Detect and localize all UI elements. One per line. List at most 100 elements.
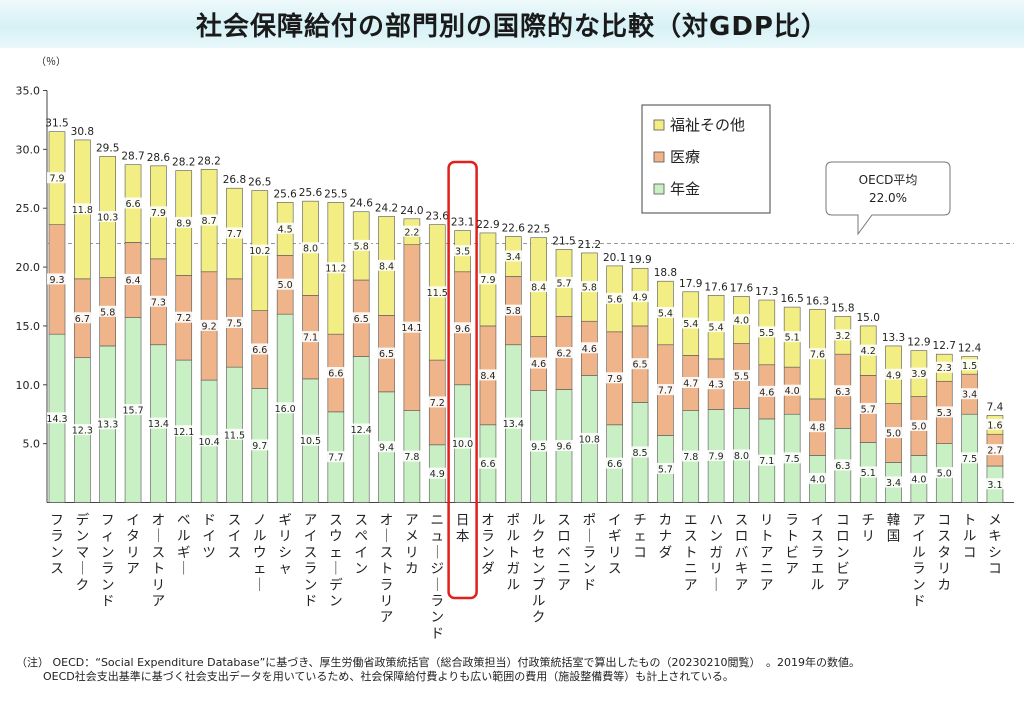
category-label-char: ン <box>304 577 318 593</box>
category-label-char: ポ <box>507 513 521 529</box>
total-label: 17.6 <box>704 281 728 293</box>
data-label-bg <box>782 331 803 343</box>
category-label-char: ス <box>50 561 64 577</box>
data-label-welfare: 11.2 <box>325 264 346 275</box>
data-label-bg <box>706 450 727 462</box>
data-label-medical: 5.8 <box>506 306 521 317</box>
category-label-char: ン <box>583 561 597 577</box>
data-label-bg <box>756 326 777 338</box>
category-label-char: ｜ <box>583 529 597 545</box>
category-label-char: ア <box>380 610 394 626</box>
data-label-pension: 6.6 <box>480 459 495 470</box>
data-label-pension: 14.3 <box>46 414 67 425</box>
total-label: 17.6 <box>730 283 754 295</box>
data-label-bg <box>401 450 422 462</box>
data-label-bg <box>908 472 929 484</box>
data-label-medical: 4.8 <box>810 423 825 434</box>
data-label-medical: 5.0 <box>278 280 293 291</box>
data-label-welfare: 7.9 <box>49 174 64 185</box>
category-label-char: ク <box>532 529 546 545</box>
data-label-welfare: 11.8 <box>72 205 93 216</box>
category-label: ニュ｜ジ｜ランド <box>431 513 445 642</box>
category-label-char: タ <box>126 529 140 545</box>
data-label-bg <box>503 250 524 262</box>
data-label-bg <box>579 432 600 444</box>
data-label-welfare: 5.1 <box>785 333 800 344</box>
data-label-medical: 2.7 <box>987 446 1002 457</box>
legend-swatch-welfare <box>653 119 665 131</box>
data-label-bg <box>959 388 980 400</box>
category-label-char: ペ <box>354 529 368 545</box>
category-label-char: カ <box>938 577 952 593</box>
category-label-char: ン <box>532 561 546 577</box>
category-label-char: ン <box>481 545 495 561</box>
category-label-char: ア <box>304 513 318 529</box>
category-label-char: ス <box>735 513 749 529</box>
data-label-bg <box>832 385 853 397</box>
data-label-bg <box>782 384 803 396</box>
data-label-pension: 16.0 <box>275 404 296 415</box>
category-label-char: オ <box>152 513 166 529</box>
data-label-medical: 5.3 <box>937 408 952 419</box>
category-label-char: ド <box>431 626 445 642</box>
data-label-bg <box>427 467 448 479</box>
data-label-bg <box>503 417 524 429</box>
y-tick-label: 15.0 <box>16 320 41 333</box>
category-label-char: ニ <box>557 561 571 577</box>
data-label-bg <box>72 312 93 324</box>
y-tick-label: 35.0 <box>16 85 41 98</box>
category-label-char: ｜ <box>431 545 445 561</box>
category-label: トルコ <box>963 513 977 561</box>
data-label-welfare: 10.2 <box>249 246 270 257</box>
category-label-char: ｜ <box>253 577 267 593</box>
category-label-char: ツ <box>202 545 216 561</box>
category-label-char: ン <box>836 545 850 561</box>
data-label-bg <box>554 276 574 288</box>
category-label-char: カ <box>659 513 673 529</box>
category-label-char: ア <box>557 577 571 593</box>
category-label-char: ン <box>709 529 723 545</box>
total-label: 28.2 <box>197 155 220 167</box>
data-label-bg <box>782 452 803 464</box>
data-label-welfare: 4.9 <box>886 370 901 381</box>
category-label-char: ル <box>507 529 521 545</box>
data-label-bg <box>199 435 220 447</box>
category-label-char: ニ <box>760 561 774 577</box>
category-label-char: ト <box>760 529 774 545</box>
data-label-bg <box>47 273 67 285</box>
category-label-char: ン <box>431 610 445 626</box>
data-label-medical: 7.9 <box>607 374 622 385</box>
data-label-pension: 9.5 <box>531 442 546 453</box>
category-label-char: ダ <box>659 545 673 561</box>
data-label-medical: 7.2 <box>176 313 191 324</box>
category-label-char: ン <box>354 561 368 577</box>
data-label-pension: 7.1 <box>759 456 774 467</box>
data-label-bg <box>199 319 220 331</box>
category-label-char: ベ <box>177 513 191 529</box>
total-label: 26.5 <box>248 177 271 189</box>
category-label-char: ト <box>963 513 977 529</box>
data-label-welfare: 5.8 <box>582 283 597 294</box>
category-label: アイスランド <box>304 513 318 610</box>
data-label-pension: 8.0 <box>734 451 749 462</box>
category-label: スペイン <box>354 513 368 578</box>
category-label-char: ル <box>811 577 825 593</box>
data-label-bg <box>680 377 701 389</box>
y-tick-label: 25.0 <box>16 202 41 215</box>
total-label: 24.6 <box>350 198 374 210</box>
data-label-welfare: 5.6 <box>607 294 622 305</box>
total-label: 22.9 <box>476 219 499 231</box>
category-label-char: タ <box>938 545 952 561</box>
data-label-welfare: 4.9 <box>632 293 647 304</box>
category-label: ラトビア <box>785 513 799 578</box>
data-label-medical: 3.4 <box>962 390 977 401</box>
y-tick-label: 10.0 <box>16 379 41 392</box>
legend-label-pension: 年金 <box>670 180 700 198</box>
category-label-char: コ <box>963 545 977 561</box>
category-label-char: ス <box>684 529 698 545</box>
total-label: 25.5 <box>324 188 347 200</box>
data-label-pension: 4.0 <box>810 474 825 485</box>
category-label-char: ロ <box>557 529 571 545</box>
total-label: 30.8 <box>71 126 94 138</box>
data-label-bg <box>300 434 321 446</box>
